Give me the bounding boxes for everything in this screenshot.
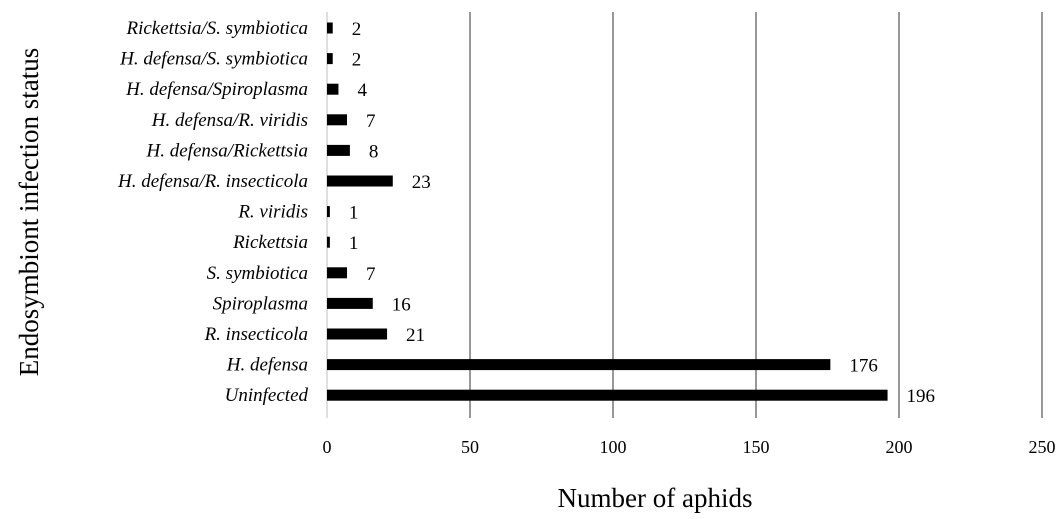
value-label-spiroplasma: 16 [392, 294, 411, 315]
bar-rickettsia [327, 236, 330, 248]
category-label-h-defensa-spiroplasma: H. defensa/Spiroplasma [125, 79, 308, 100]
bar-h-defensa-spiroplasma [327, 83, 339, 95]
category-label-h-defensa: H. defensa [226, 355, 308, 376]
x-tick-50: 50 [461, 437, 479, 457]
x-tick-250: 250 [1029, 437, 1056, 457]
x-tick-labels: 0 50 100 150 200 250 [323, 437, 1056, 457]
bar-h-defensa-r-viridis [327, 114, 348, 126]
x-tick-100: 100 [600, 437, 627, 457]
x-tick-0: 0 [323, 437, 332, 457]
value-label-h-defensa: 176 [849, 356, 878, 377]
value-label-uninfected: 196 [907, 386, 936, 407]
x-tick-150: 150 [743, 437, 770, 457]
bar-h-defensa-rickettsia [327, 144, 350, 156]
category-label-h-defensa-r-insecticola: H. defensa/R. insecticola [117, 171, 308, 192]
category-label-r-insecticola: R. insecticola [204, 324, 308, 345]
x-tick-200: 200 [886, 437, 913, 457]
bars [327, 22, 888, 401]
category-label-rickettsia: Rickettsia [232, 232, 308, 253]
category-label-rickettsia-s-symbiotica: Rickettsia/S. symbiotica [125, 18, 308, 39]
category-label-h-defensa-s-symbiotica: H. defensa/S. symbiotica [119, 49, 308, 70]
value-label-rickettsia-s-symbiotica: 2 [352, 19, 362, 40]
bar-h-defensa-r-insecticola [327, 175, 393, 187]
category-label-h-defensa-r-viridis: H. defensa/R. viridis [151, 110, 308, 131]
y-axis-title: Endosymbiont infection status [14, 48, 44, 376]
bar-h-defensa [327, 359, 831, 371]
value-label-h-defensa-rickettsia: 8 [369, 141, 379, 162]
value-label-r-viridis: 1 [349, 203, 359, 224]
category-label-s-symbiotica: S. symbiotica [207, 263, 308, 284]
value-label-h-defensa-s-symbiotica: 2 [352, 50, 362, 71]
gridlines [326, 12, 1043, 418]
bar-uninfected [327, 389, 888, 401]
category-labels: Rickettsia/S. symbiotica H. defensa/S. sy… [117, 18, 308, 406]
category-label-uninfected: Uninfected [225, 385, 309, 406]
value-label-r-insecticola: 21 [406, 325, 425, 346]
value-label-s-symbiotica: 7 [366, 264, 376, 285]
bar-r-insecticola [327, 328, 388, 340]
bar-r-viridis [327, 206, 330, 218]
bar-spiroplasma [327, 297, 373, 309]
bar-s-symbiotica [327, 267, 348, 279]
value-label-h-defensa-r-insecticola: 23 [412, 172, 431, 193]
bar-h-defensa-s-symbiotica [327, 53, 333, 65]
value-label-rickettsia: 1 [349, 233, 359, 254]
category-label-r-viridis: R. viridis [237, 202, 308, 223]
value-label-h-defensa-r-viridis: 7 [366, 111, 376, 132]
x-axis-title: Number of aphids [558, 483, 753, 513]
category-label-h-defensa-rickettsia: H. defensa/Rickettsia [146, 140, 308, 161]
value-label-h-defensa-spiroplasma: 4 [357, 80, 367, 101]
category-label-spiroplasma: Spiroplasma [213, 293, 308, 314]
bar-rickettsia-s-symbiotica [327, 22, 333, 34]
